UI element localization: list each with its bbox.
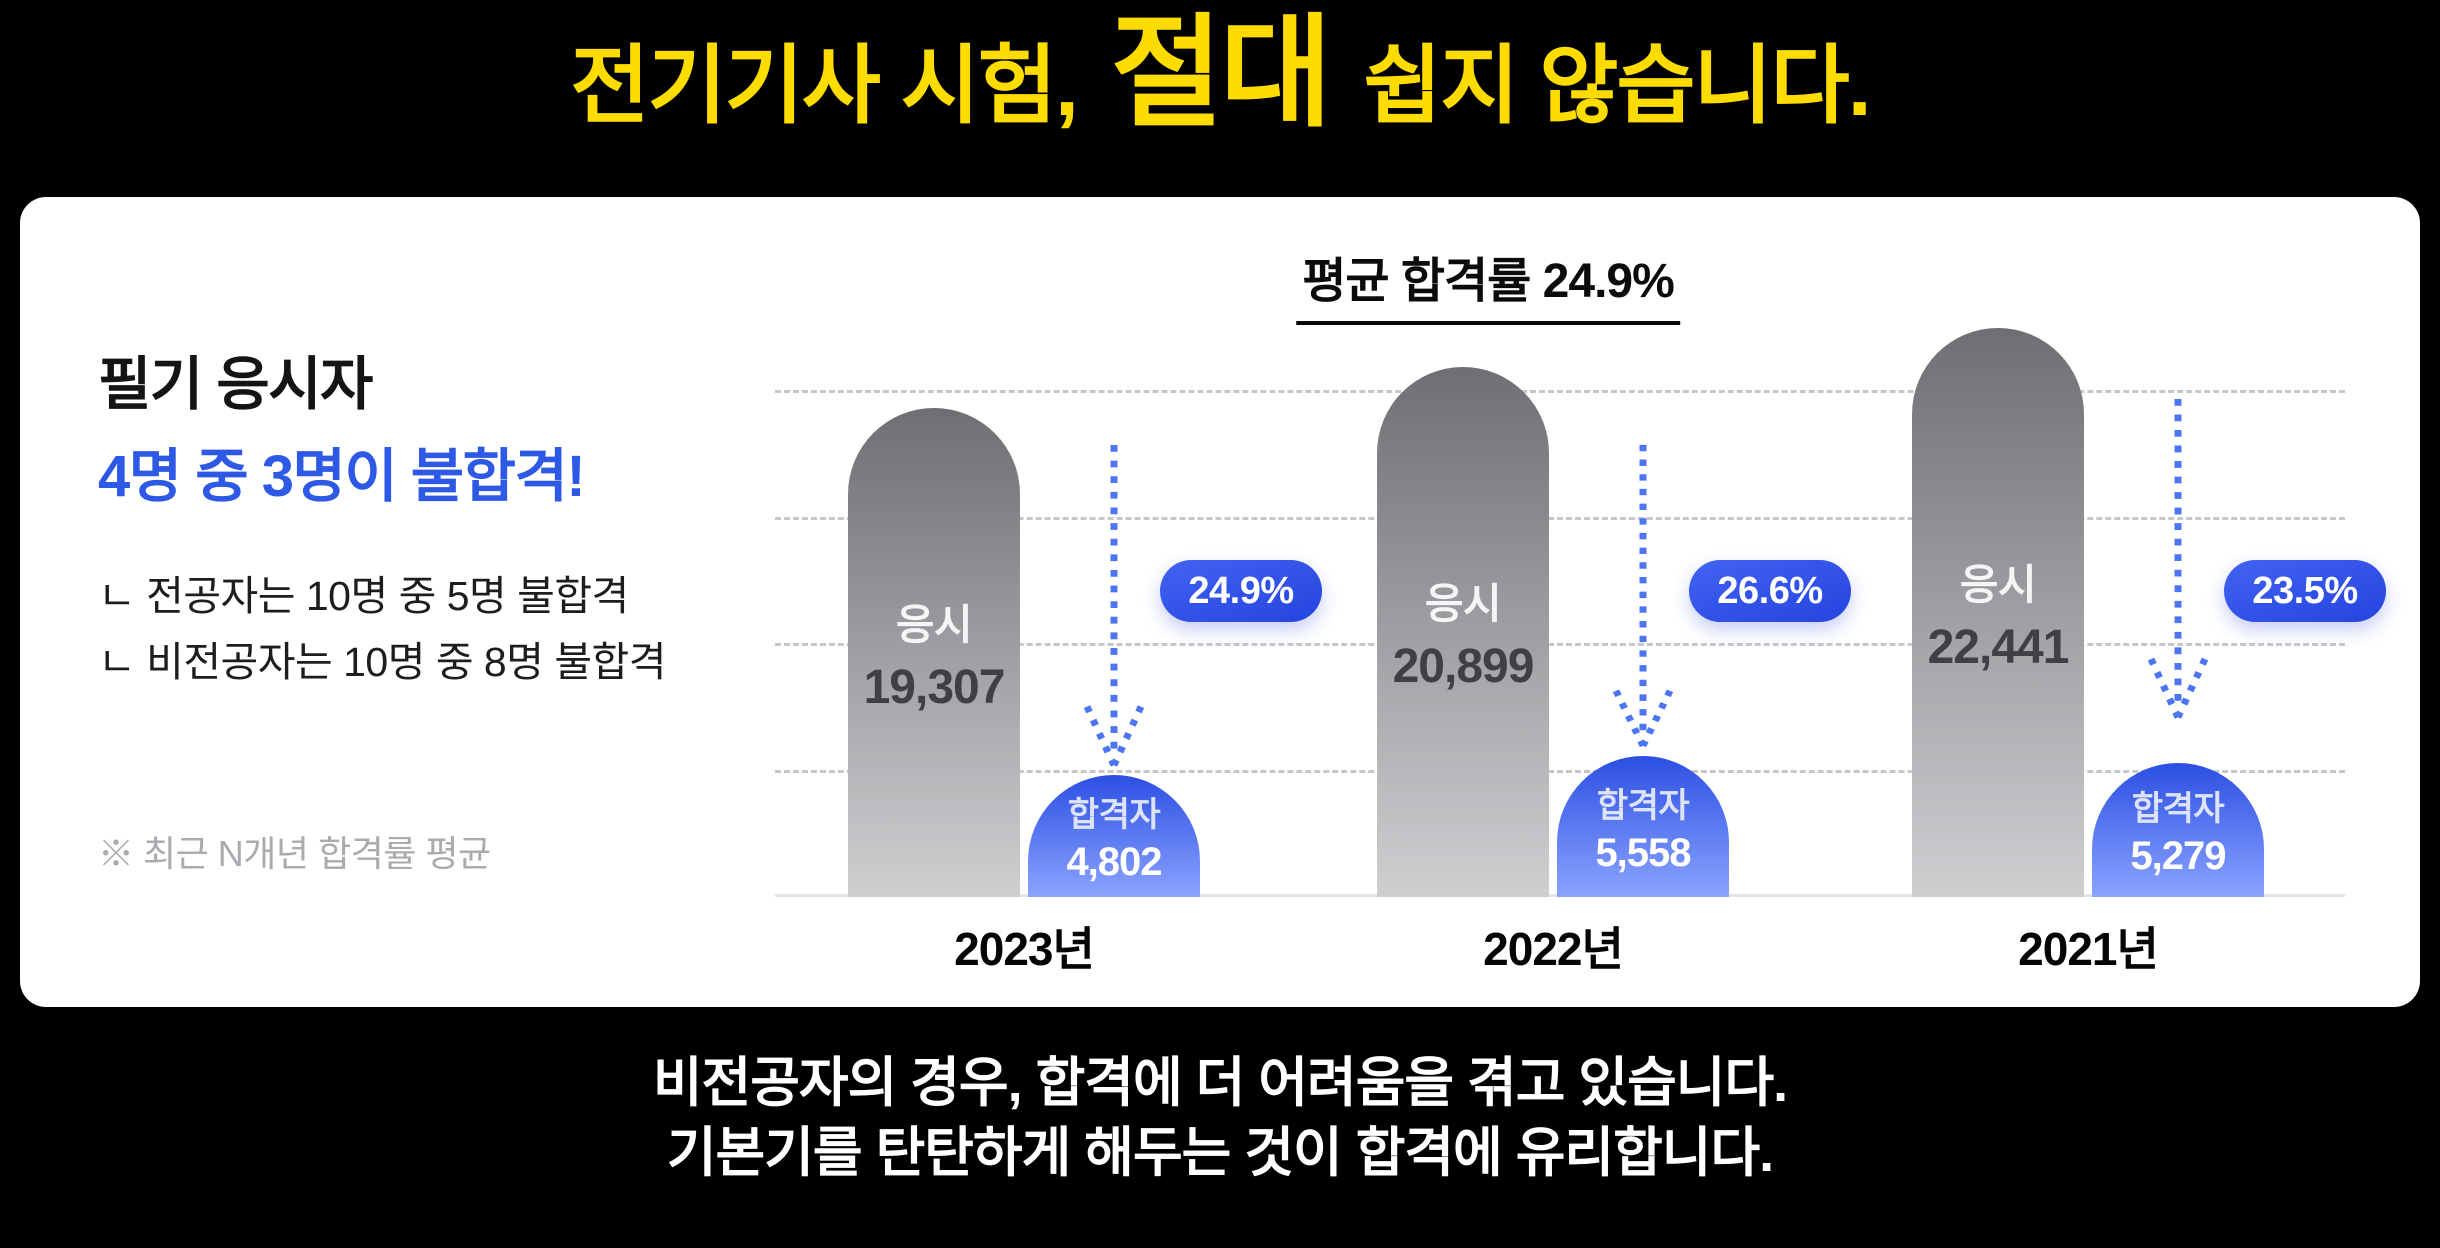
passers-bar-label: 합격자 [1067,796,1161,834]
pass-rate-badge: 23.5% [2224,560,2386,622]
applicants-bar-value: 19,307 [863,660,1006,714]
page-title-suffix: 쉽지 않습니다. [1363,38,1872,134]
chart-title: 평균 합격률 24.9% [1296,241,1680,325]
left-heading-line2: 4명 중 3명이 불합격! [98,444,586,509]
bar-chart-plot: 응시 19,307 24.9% 합격자 4,802 2023년 응시 [775,197,2386,975]
applicants-bar: 응시 20,899 [1377,367,1549,897]
gridline [775,390,2345,393]
year-label: 2022년 [1483,923,1624,975]
footnote: ※ 최근 N개년 합격률 평균 [98,833,491,874]
down-arrow-icon [1612,444,1674,748]
page-title-prefix: 전기기사 시험, [570,38,1079,134]
pass-rate-badge: 26.6% [1689,560,1851,622]
left-heading-line1: 필기 응시자 [98,352,373,417]
applicants-bar: 응시 19,307 [848,408,1020,897]
passers-bar-label: 합격자 [2131,790,2225,828]
footer-copy: 비전공자의 경우, 합격에 더 어려움을 겪고 있습니다. 기본기를 탄탄하게 … [0,1048,2440,1188]
passers-bar-value: 5,279 [2130,834,2226,878]
bullet-majors: ㄴ 전공자는 10명 중 5명 불합격 [98,573,629,619]
passers-bar-value: 4,802 [1066,840,1162,884]
passers-bar-value: 5,558 [1595,830,1691,875]
passers-bar-label: 합격자 [1596,786,1690,825]
year-label: 2023년 [954,923,1095,975]
bullet-non-majors: ㄴ 비전공자는 10명 중 8명 불합격 [98,639,667,685]
applicants-bar-label: 응시 [1424,580,1502,627]
left-bullet-list: ㄴ 전공자는 10명 중 5명 불합격 ㄴ 비전공자는 10명 중 8명 불합격 [98,563,667,695]
passers-bar: 합격자 4,802 [1028,775,1200,897]
down-arrow-icon [2147,398,2209,719]
pass-rate-badge: 24.9% [1160,560,1322,622]
page-title-emphasis: 절대 [1110,5,1332,141]
year-label: 2021년 [2018,923,2159,975]
gridline [775,517,2345,520]
page-title: 전기기사 시험, 절대 쉽지 않습니다. [0,4,2440,155]
applicants-bar-label: 응시 [895,600,973,648]
applicants-bar-value: 20,899 [1392,640,1535,693]
footer-line2: 기본기를 탄탄하게 해두는 것이 합격에 유리합니다. [666,1123,1774,1183]
gridline [775,643,2345,646]
applicants-bar-label: 응시 [1959,560,2037,608]
down-arrow-icon [1083,444,1145,767]
applicants-bar-value: 22,441 [1927,620,2070,674]
footer-line1: 비전공자의 경우, 합격에 더 어려움을 겪고 있습니다. [652,1053,1788,1113]
chart-group-2023: 응시 19,307 24.9% 합격자 4,802 2023년 [848,197,1322,975]
applicants-bar: 응시 22,441 [1912,328,2084,897]
chart-group-2022: 응시 20,899 26.6% 합격자 5,558 2022년 [1377,197,1851,975]
passers-bar: 합격자 5,558 [1557,756,1729,897]
chart-group-2021: 응시 22,441 23.5% 합격자 5,279 2021년 [1912,197,2386,975]
stats-card: 필기 응시자 4명 중 3명이 불합격! ㄴ 전공자는 10명 중 5명 불합격… [20,197,2420,1007]
passers-bar: 합격자 5,279 [2092,763,2264,897]
gridline [775,770,2345,773]
